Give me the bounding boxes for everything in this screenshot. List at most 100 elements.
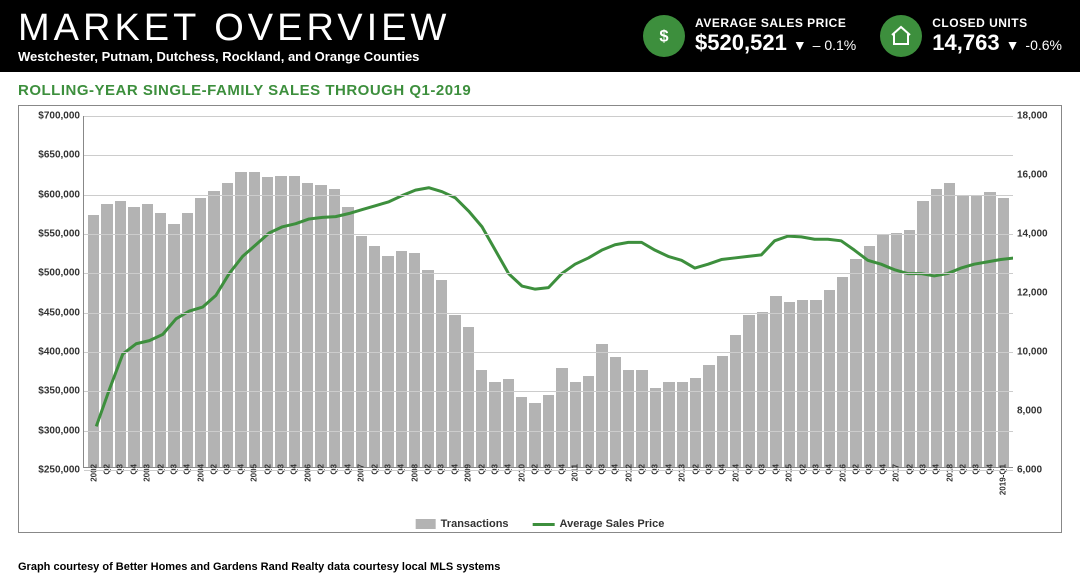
bar: Q4 (877, 234, 888, 467)
bar: Q3 (757, 312, 768, 467)
bar: Q4 (289, 176, 300, 467)
svg-text:$: $ (659, 28, 668, 46)
chart-legend: Transactions Average Sales Price (416, 518, 665, 530)
gridline (84, 155, 1013, 156)
bar: Q4 (556, 368, 567, 467)
dollar-icon: $ (643, 15, 685, 57)
title-block: MARKET OVERVIEW Westchester, Putnam, Dut… (18, 9, 619, 64)
x-axis-label: 2009 (464, 464, 473, 482)
bar: Q4 (717, 356, 728, 467)
gridline (84, 391, 1013, 392)
metric-avg-price: $ AVERAGE SALES PRICE $520,521 ▼ – 0.1% (643, 15, 856, 57)
bar: 2019-Q1 (998, 198, 1009, 467)
bar: 2012 (623, 370, 634, 467)
bar: Q2 (422, 270, 433, 467)
bar: 2010 (516, 397, 527, 467)
x-axis-label: 2014 (731, 464, 740, 482)
y-axis-right-label: 16,000 (1017, 170, 1057, 181)
bar: Q4 (235, 172, 246, 467)
x-axis-label: 2008 (410, 464, 419, 482)
x-axis-label: 2012 (624, 464, 633, 482)
header-bar: MARKET OVERVIEW Westchester, Putnam, Dut… (0, 0, 1080, 72)
bar: Q3 (864, 246, 875, 467)
x-axis-label: 2004 (196, 464, 205, 482)
bar: Q3 (489, 382, 500, 467)
metric-delta: – 0.1% (813, 37, 857, 53)
bar: Q3 (650, 388, 661, 467)
bar: Q2 (957, 195, 968, 467)
down-arrow-icon: ▼ (1006, 37, 1020, 53)
legend-label: Transactions (441, 518, 509, 530)
bar: Q4 (503, 379, 514, 467)
footer-attribution: Graph courtesy of Better Homes and Garde… (0, 559, 518, 575)
bar: Q3 (222, 183, 233, 467)
bar: Q3 (115, 201, 126, 467)
bar: Q3 (436, 280, 447, 467)
legend-swatch-bar (416, 519, 436, 529)
y-axis-left-label: $650,000 (24, 150, 80, 161)
bar: 2006 (302, 183, 313, 467)
y-axis-left-label: $450,000 (24, 307, 80, 318)
plot-area: 2002Q2Q3Q42003Q2Q3Q42004Q2Q3Q42005Q2Q3Q4… (83, 116, 1013, 468)
bar: 2005 (249, 172, 260, 467)
y-axis-right-label: 14,000 (1017, 229, 1057, 240)
bar: Q2 (636, 370, 647, 467)
bar: Q3 (329, 189, 340, 467)
bar: Q2 (315, 185, 326, 467)
x-axis-label: 2002 (89, 464, 98, 482)
bar: 2014 (730, 335, 741, 467)
x-axis-label: 2007 (357, 464, 366, 482)
bar: Q2 (369, 246, 380, 467)
bar: Q4 (610, 357, 621, 467)
metric-closed-units: CLOSED UNITS 14,763 ▼ -0.6% (880, 15, 1062, 57)
bars-group: 2002Q2Q3Q42003Q2Q3Q42004Q2Q3Q42005Q2Q3Q4… (84, 116, 1013, 467)
metric-value: 14,763 (932, 30, 999, 56)
bar: Q3 (917, 201, 928, 467)
bar: Q4 (396, 251, 407, 467)
bar: 2015 (784, 302, 795, 467)
gridline (84, 313, 1013, 314)
y-axis-left-label: $250,000 (24, 465, 80, 476)
bar: Q4 (770, 296, 781, 467)
home-icon (880, 15, 922, 57)
bar: Q2 (262, 177, 273, 467)
bar: 2004 (195, 198, 206, 467)
gridline (84, 234, 1013, 235)
x-axis-label: 2013 (678, 464, 687, 482)
bar: Q3 (275, 176, 286, 467)
bar: Q4 (342, 207, 353, 467)
x-axis-label: 2010 (517, 464, 526, 482)
metric-value: $520,521 (695, 30, 787, 56)
y-axis-right-label: 18,000 (1017, 111, 1057, 122)
metric-delta: -0.6% (1025, 37, 1062, 53)
x-axis-label: 2018 (945, 464, 954, 482)
gridline (84, 116, 1013, 117)
bar: Q4 (931, 189, 942, 467)
bar: Q3 (971, 195, 982, 467)
x-axis-label: 2003 (143, 464, 152, 482)
x-axis-label: 2006 (303, 464, 312, 482)
y-axis-right-label: 6,000 (1017, 465, 1057, 476)
metric-label: CLOSED UNITS (932, 16, 1062, 30)
metric-label: AVERAGE SALES PRICE (695, 16, 856, 30)
y-axis-left-label: $600,000 (24, 189, 80, 200)
page-subtitle: Westchester, Putnam, Dutchess, Rockland,… (18, 49, 619, 64)
bar: 2003 (142, 204, 153, 467)
y-axis-left-label: $300,000 (24, 425, 80, 436)
bar: 2008 (409, 253, 420, 467)
bar: Q2 (850, 259, 861, 467)
y-axis-left-label: $700,000 (24, 111, 80, 122)
bar: Q2 (529, 403, 540, 467)
bar: Q4 (663, 382, 674, 467)
bar: Q3 (810, 300, 821, 467)
y-axis-left-label: $550,000 (24, 229, 80, 240)
x-axis-label: 2016 (838, 464, 847, 482)
down-arrow-icon: ▼ (793, 37, 807, 53)
chart-container: ROLLING-YEAR SINGLE-FAMILY SALES THROUGH… (0, 72, 1080, 537)
bar: Q3 (703, 365, 714, 467)
y-axis-left-label: $500,000 (24, 268, 80, 279)
bar: Q3 (382, 256, 393, 467)
y-axis-right-label: 10,000 (1017, 347, 1057, 358)
bar: Q2 (155, 213, 166, 467)
x-axis-label: 2017 (892, 464, 901, 482)
